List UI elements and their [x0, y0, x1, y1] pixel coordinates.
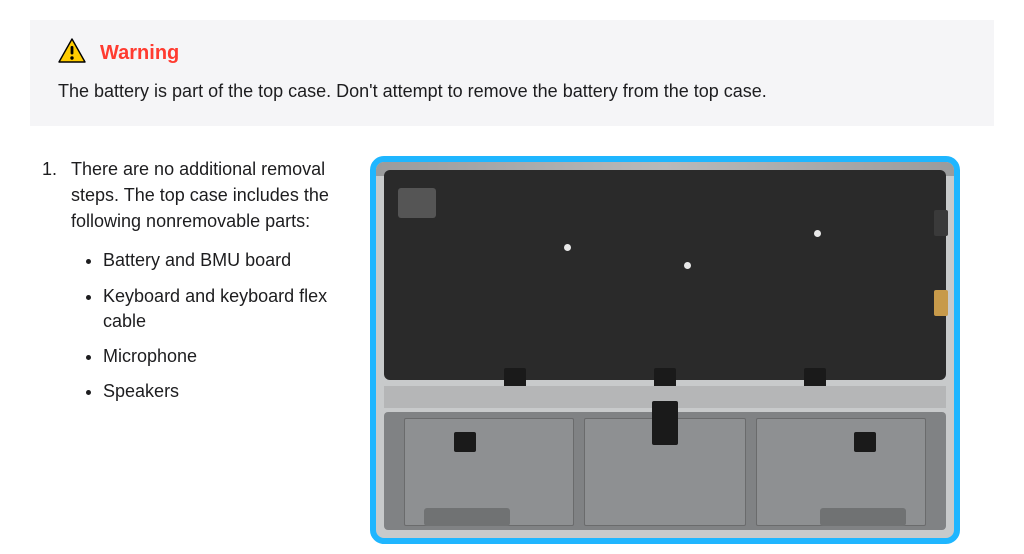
step-image-column	[370, 156, 994, 544]
list-item: Microphone	[103, 344, 342, 369]
list-item: Battery and BMU board	[103, 248, 342, 273]
corner-component	[398, 188, 436, 218]
parts-list: Battery and BMU board Keyboard and keybo…	[71, 248, 342, 404]
bmu-board	[652, 401, 678, 445]
flex-tab	[804, 368, 826, 388]
alert-body: The battery is part of the top case. Don…	[58, 79, 966, 104]
warning-alert: Warning The battery is part of the top c…	[30, 20, 994, 126]
rivet-dot	[814, 230, 821, 237]
side-connector	[934, 290, 948, 316]
warning-icon	[58, 38, 86, 69]
flex-tab	[854, 432, 876, 452]
topcase-image	[370, 156, 960, 544]
flex-tab	[654, 368, 676, 388]
step-content: 1. There are no additional removal steps…	[30, 156, 994, 544]
speaker	[820, 508, 906, 526]
side-connector	[934, 210, 948, 236]
step-text-column: 1. There are no additional removal steps…	[42, 156, 342, 414]
step-intro: There are no additional removal steps. T…	[71, 156, 342, 234]
speaker	[424, 508, 510, 526]
step-number: 1.	[42, 156, 57, 414]
step-body: There are no additional removal steps. T…	[71, 156, 342, 414]
rivet-dot	[684, 262, 691, 269]
battery-cell	[584, 418, 746, 526]
alert-title: Warning	[100, 42, 179, 65]
rivet-dot	[564, 244, 571, 251]
list-item: Keyboard and keyboard flex cable	[103, 284, 342, 334]
battery-region	[384, 412, 946, 530]
flex-tab	[504, 368, 526, 388]
flex-tab	[454, 432, 476, 452]
alert-header: Warning	[58, 38, 966, 69]
list-item: Speakers	[103, 379, 342, 404]
keyboard-backing	[384, 170, 946, 380]
